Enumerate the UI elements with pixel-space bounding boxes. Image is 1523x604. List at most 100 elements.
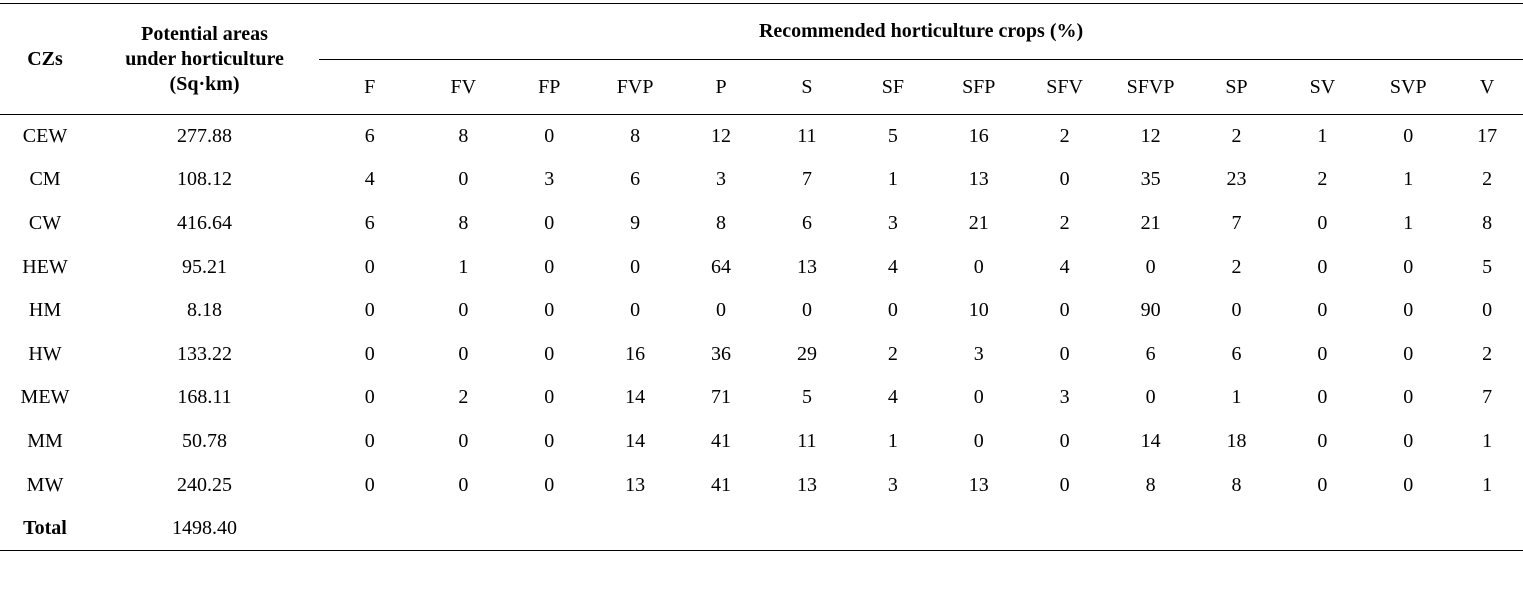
crop-value-cell: 0 [364, 386, 375, 409]
crop-value-cell: 0 [364, 299, 375, 322]
crop-value-cell: 0 [364, 255, 375, 278]
header-crop-sfv: SFV [1046, 75, 1083, 98]
crop-value-cell: 12 [1140, 125, 1161, 148]
crop-value-cell: 0 [1059, 342, 1070, 365]
crop-value-cell: 0 [1482, 299, 1493, 322]
crop-value-cell: 8 [1145, 473, 1156, 496]
crop-value-cell: 13 [625, 473, 646, 496]
crop-value-cell: 2 [1231, 125, 1242, 148]
total-label: Total [23, 517, 67, 540]
cz-cell: MM [27, 429, 63, 452]
total-row: Total 1498.40 [0, 507, 1523, 551]
crop-value-cell: 1 [1403, 168, 1414, 191]
crop-value-cell: 5 [801, 386, 812, 409]
crop-value-cell: 0 [973, 386, 984, 409]
horticulture-crops-table: CZs Potential areas under horticulture (… [0, 3, 1523, 551]
crop-value-cell: 8 [1482, 211, 1493, 234]
crop-value-cell: 0 [1317, 429, 1328, 452]
crop-value-cell: 3 [973, 342, 984, 365]
crop-value-cell: 0 [1403, 255, 1414, 278]
crop-value-cell: 2 [458, 386, 469, 409]
crop-value-cell: 8 [716, 211, 727, 234]
crop-value-cell: 0 [1403, 342, 1414, 365]
crop-value-cell: 10 [968, 299, 989, 322]
area-cell: 133.22 [177, 342, 233, 365]
crop-value-cell: 2 [1059, 211, 1070, 234]
crop-value-cell: 0 [364, 342, 375, 365]
crop-value-cell: 0 [1403, 429, 1414, 452]
crop-value-cell: 16 [625, 342, 646, 365]
crop-value-cell: 0 [458, 473, 469, 496]
crop-value-cell: 21 [968, 211, 989, 234]
crop-value-cell: 6 [364, 211, 375, 234]
cz-cell: HM [28, 299, 62, 322]
table-body: CEW 277.88 6 8 0 8 12 11 5 16 2 12 2 1 0 17 CM 108.12 4 0 3 6… [0, 115, 1523, 551]
crop-value-cell: 0 [1317, 255, 1328, 278]
total-empty-cell [319, 507, 1523, 551]
crop-value-cell: 2 [1317, 168, 1328, 191]
crop-value-cell: 0 [458, 168, 469, 191]
cz-cell: CW [28, 211, 62, 234]
header-crop-fvp: FVP [616, 75, 654, 98]
cz-cell: MEW [20, 386, 70, 409]
crop-value-cell: 3 [544, 168, 555, 191]
crop-value-cell: 14 [625, 429, 646, 452]
crop-value-cell: 0 [458, 299, 469, 322]
crop-value-cell: 9 [630, 211, 641, 234]
crop-value-cell: 36 [711, 342, 732, 365]
area-cell: 95.21 [182, 255, 228, 278]
area-cell: 108.12 [177, 168, 233, 191]
crop-value-cell: 0 [1403, 125, 1414, 148]
table-row: HM 8.18 0 0 0 0 0 0 0 10 0 90 0 0 0 0 [0, 289, 1523, 333]
crop-value-cell: 0 [1403, 299, 1414, 322]
table-row: MM 50.78 0 0 0 14 41 11 1 0 0 14 18 0 0 1 [0, 420, 1523, 464]
crop-value-cell: 0 [364, 473, 375, 496]
crop-value-cell: 41 [711, 473, 732, 496]
crop-value-cell: 0 [544, 342, 555, 365]
crop-value-cell: 17 [1477, 125, 1498, 148]
header-area: Potential areas under horticulture (Sq·k… [90, 3, 320, 115]
crop-value-cell: 0 [1317, 342, 1328, 365]
crop-value-cell: 0 [544, 125, 555, 148]
header-crop-p: P [715, 75, 727, 98]
crop-value-cell: 5 [887, 125, 898, 148]
area-cell: 50.78 [182, 429, 228, 452]
crop-value-cell: 0 [1145, 386, 1156, 409]
crop-value-cell: 0 [887, 299, 898, 322]
crop-value-cell: 2 [1482, 342, 1493, 365]
crop-value-cell: 14 [1140, 429, 1161, 452]
header-crop-fv: FV [450, 75, 477, 98]
table-row: CM 108.12 4 0 3 6 3 7 1 13 0 35 23 2 1 2 [0, 158, 1523, 202]
crop-value-cell: 4 [364, 168, 375, 191]
crop-value-cell: 16 [968, 125, 989, 148]
crop-value-cell: 0 [1403, 386, 1414, 409]
crop-value-cell: 71 [711, 386, 732, 409]
crop-value-cell: 64 [711, 255, 732, 278]
crop-value-cell: 0 [458, 342, 469, 365]
crop-value-cell: 1 [887, 429, 898, 452]
crop-value-cell: 0 [1059, 168, 1070, 191]
crop-value-cell: 12 [711, 125, 732, 148]
header-area-line-2: under horticulture [125, 47, 284, 70]
crop-value-cell: 0 [544, 429, 555, 452]
crop-value-cell: 4 [887, 386, 898, 409]
crop-value-cell: 0 [973, 429, 984, 452]
crop-value-cell: 13 [968, 168, 989, 191]
header-crop-v: V [1479, 75, 1495, 98]
crop-value-cell: 6 [364, 125, 375, 148]
header-crop-sp: SP [1225, 75, 1248, 98]
crop-value-cell: 6 [1231, 342, 1242, 365]
crop-value-cell: 0 [1317, 386, 1328, 409]
crop-value-cell: 35 [1140, 168, 1161, 191]
crop-value-cell: 1 [1482, 473, 1493, 496]
area-cell: 277.88 [177, 125, 233, 148]
crop-value-cell: 1 [1317, 125, 1328, 148]
crop-value-cell: 6 [1145, 342, 1156, 365]
crop-value-cell: 0 [544, 473, 555, 496]
crop-value-cell: 4 [1059, 255, 1070, 278]
crop-value-cell: 4 [887, 255, 898, 278]
crop-value-cell: 0 [364, 429, 375, 452]
area-cell: 240.25 [177, 473, 233, 496]
crop-value-cell: 8 [458, 125, 469, 148]
